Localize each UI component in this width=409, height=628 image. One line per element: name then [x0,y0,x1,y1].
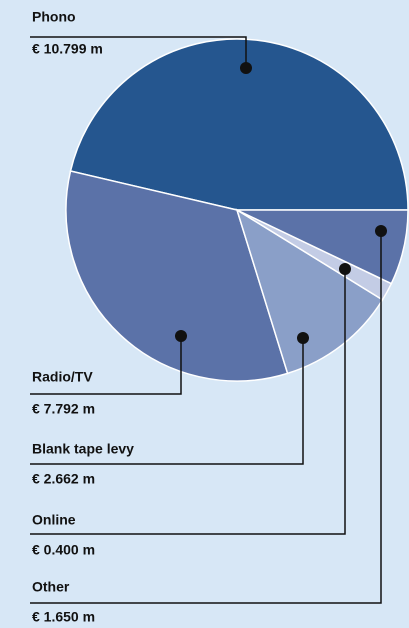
leader-dot [297,332,309,344]
value-label: € 2.662 m [32,471,95,487]
leader-dot [375,225,387,237]
value-label: € 0.400 m [32,542,95,558]
value-label: € 10.799 m [32,41,103,57]
pie-slice [69,38,409,211]
category-label: Online [32,512,76,528]
category-label: Phono [32,9,76,25]
category-label: Other [32,579,70,595]
pie-slice [235,208,384,375]
category-label: Blank tape levy [32,441,134,457]
leader-line [30,338,304,465]
leader-dot [175,330,187,342]
pie-slice [65,170,289,382]
category-label: Radio/TV [32,369,93,385]
value-label: € 1.650 m [32,609,95,625]
leader-line [30,269,346,535]
pie-slice [236,209,409,285]
value-label: € 7.792 m [32,401,95,417]
leader-line [30,36,247,68]
leader-line [30,336,182,395]
leader-dot [240,62,252,74]
leader-dot [339,263,351,275]
leader-line [30,231,382,604]
